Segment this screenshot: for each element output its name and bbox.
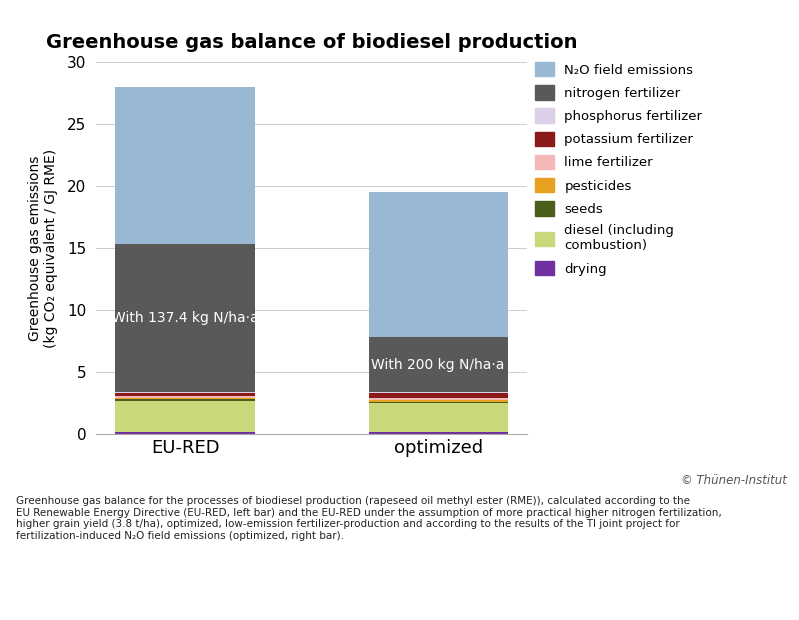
Y-axis label: Greenhouse gas emissions
(kg CO₂ equivalent / GJ RME): Greenhouse gas emissions (kg CO₂ equival… bbox=[28, 148, 58, 348]
Bar bbox=[368, 402, 507, 403]
Bar bbox=[368, 192, 507, 337]
Bar bbox=[368, 392, 507, 394]
Bar bbox=[368, 398, 507, 400]
Bar bbox=[368, 400, 507, 402]
Bar bbox=[368, 337, 507, 392]
Legend: N₂O field emissions, nitrogen fertilizer, phosphorus fertilizer, potassium ferti: N₂O field emissions, nitrogen fertilizer… bbox=[535, 62, 702, 275]
Text: With 137.4 kg N/ha·a: With 137.4 kg N/ha·a bbox=[112, 311, 258, 325]
Bar bbox=[116, 392, 255, 393]
Bar bbox=[368, 403, 507, 432]
Bar bbox=[116, 396, 255, 397]
Bar bbox=[116, 432, 255, 434]
Bar bbox=[116, 87, 255, 244]
Bar bbox=[368, 432, 507, 434]
Text: With 200 kg N/ha·a: With 200 kg N/ha·a bbox=[372, 358, 505, 372]
Bar bbox=[116, 397, 255, 399]
Text: Greenhouse gas balance for the processes of biodiesel production (rapeseed oil m: Greenhouse gas balance for the processes… bbox=[16, 496, 721, 541]
Bar bbox=[368, 394, 507, 398]
Bar bbox=[116, 393, 255, 396]
Bar bbox=[116, 399, 255, 401]
Text: © Thünen-Institut: © Thünen-Institut bbox=[681, 474, 787, 487]
Title: Greenhouse gas balance of biodiesel production: Greenhouse gas balance of biodiesel prod… bbox=[46, 33, 578, 52]
Bar bbox=[116, 244, 255, 392]
Bar bbox=[116, 401, 255, 432]
